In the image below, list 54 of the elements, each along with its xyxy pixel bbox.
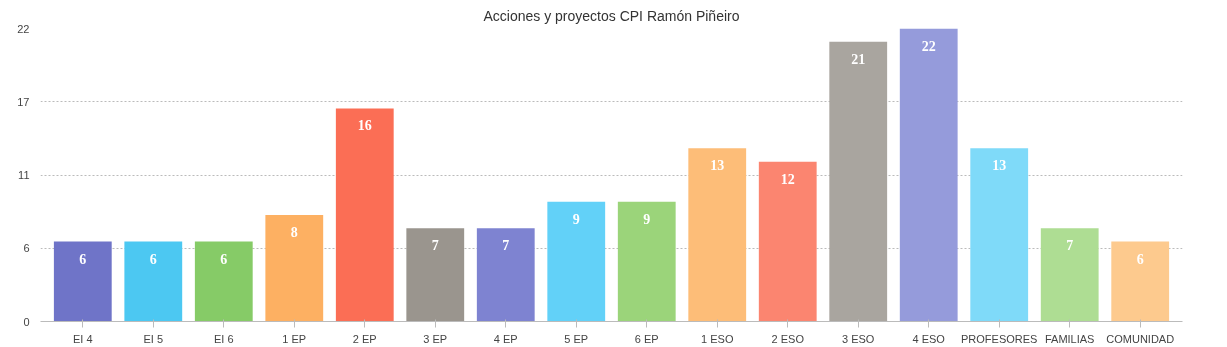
y-tick-label: 0 xyxy=(23,315,30,328)
y-tick-label: 22 xyxy=(17,22,30,35)
x-tick-label: 4 ESO xyxy=(912,332,946,345)
bar xyxy=(688,148,747,322)
chart-title: Acciones y proyectos CPI Ramón Piñeiro xyxy=(483,7,740,24)
x-tick-label: COMUNIDAD xyxy=(1106,332,1175,345)
x-tick-label: 2 EP xyxy=(352,332,377,345)
bar xyxy=(547,201,606,322)
bar xyxy=(617,201,676,322)
x-tick-label: 3 ESO xyxy=(842,332,875,345)
data-label: 9 xyxy=(643,211,651,227)
y-tick-label: 11 xyxy=(18,169,30,181)
x-tick-label: 6 EP xyxy=(634,332,659,345)
data-label: 7 xyxy=(1066,238,1074,254)
data-label: 7 xyxy=(431,238,439,254)
bar xyxy=(265,214,324,322)
bar xyxy=(1111,241,1170,322)
data-label: 6 xyxy=(79,251,87,267)
data-label: 12 xyxy=(780,171,795,187)
bar xyxy=(194,241,253,322)
data-label: 8 xyxy=(290,224,298,240)
data-label: 13 xyxy=(710,158,725,174)
bar xyxy=(899,28,958,322)
x-tick-label: EI 6 xyxy=(214,332,234,345)
data-label: 6 xyxy=(149,251,157,267)
y-tick-label: 17 xyxy=(17,95,30,108)
x-tick-label: PROFESORES xyxy=(961,332,1038,345)
bar xyxy=(758,161,817,322)
x-tick-label: 2 ESO xyxy=(771,332,805,345)
x-tick-label: 3 EP xyxy=(423,332,448,345)
data-label: 21 xyxy=(851,51,866,67)
y-tick-label: 6 xyxy=(23,242,30,255)
data-label: 6 xyxy=(220,251,228,267)
bar xyxy=(335,108,394,322)
data-label: 16 xyxy=(357,118,372,134)
bar xyxy=(124,241,183,322)
x-tick-label: 1 EP xyxy=(282,332,307,345)
x-tick-label: EI 5 xyxy=(143,332,164,345)
x-tick-label: FAMILIAS xyxy=(1044,332,1095,345)
bar xyxy=(53,241,112,322)
bar xyxy=(829,41,888,322)
data-label: 13 xyxy=(992,158,1007,174)
bar xyxy=(476,228,535,322)
bar xyxy=(970,148,1029,322)
data-label: 22 xyxy=(921,38,936,54)
data-label: 6 xyxy=(1136,251,1144,267)
x-tick-label: 5 EP xyxy=(564,332,589,345)
data-label: 9 xyxy=(572,211,580,227)
data-label: 7 xyxy=(502,238,510,254)
x-tick-label: 4 EP xyxy=(493,332,518,345)
bar xyxy=(406,228,465,322)
x-tick-label: EI 4 xyxy=(73,332,93,345)
x-tick-label: 1 ESO xyxy=(701,332,734,345)
bar xyxy=(1040,228,1099,322)
